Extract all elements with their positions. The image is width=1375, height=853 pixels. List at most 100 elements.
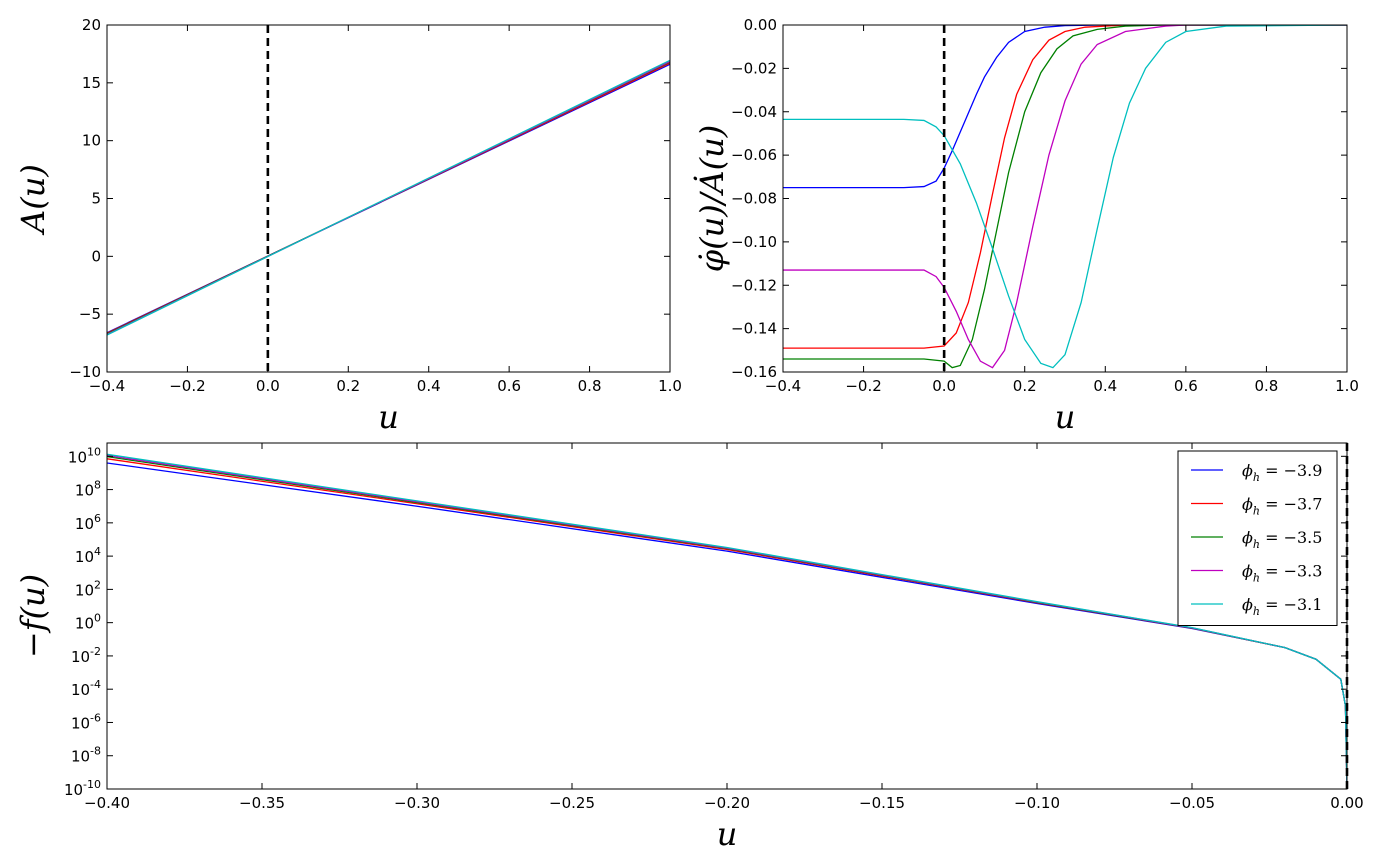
- panel-phi-dot-over-a-dot: −0.4 −0.2 0.0 0.2 0.4 0.6 0.8 1.0 −0.16 −0.14 −0.1…: [693, 16, 1359, 436]
- x-tick-label: 0.6: [497, 377, 521, 395]
- legend-label: ϕh = −3.9: [1242, 461, 1322, 484]
- x-tick-label: −0.05: [1169, 794, 1215, 812]
- y-tick-base: 10: [75, 515, 94, 533]
- x-axis-label: u: [1055, 398, 1076, 436]
- x-tick-label: 0.8: [578, 377, 602, 395]
- legend-label: ϕh = −3.1: [1242, 595, 1322, 618]
- y-tick-label: 100: [75, 612, 101, 633]
- y-axis-label: −f(u): [14, 574, 52, 658]
- y-tick-base: 10: [75, 615, 94, 633]
- y-tick-base: 10: [71, 681, 90, 699]
- y-tick-base: 10: [75, 548, 94, 566]
- y-tick-label: 0: [91, 247, 101, 265]
- y-tick-exponent: -8: [90, 745, 101, 758]
- legend-subscript: h: [1253, 505, 1260, 518]
- x-tick-label: −0.35: [239, 794, 285, 812]
- y-axis-label: φ̇(u)/Ȧ(u): [693, 125, 731, 272]
- y-tick-label: −0.04: [731, 103, 777, 121]
- legend-value: = −3.3: [1260, 562, 1322, 581]
- y-tick-label: −0.10: [731, 233, 777, 251]
- y-tick-label: 102: [75, 578, 101, 599]
- legend-value: = −3.1: [1260, 595, 1322, 614]
- y-tick-label: −0.06: [731, 146, 777, 164]
- series-line-5: [783, 25, 1347, 369]
- y-tick-exponent: 6: [94, 512, 101, 525]
- y-tick-label: −0.08: [731, 190, 777, 208]
- y-tick-label: −0.12: [731, 276, 777, 294]
- y-tick-label: 10: [82, 132, 101, 150]
- y-tick-exponent: -2: [90, 645, 101, 658]
- legend-label: ϕh = −3.5: [1242, 528, 1322, 551]
- y-tick-exponent: 10: [87, 445, 101, 458]
- x-tick-label: 0.2: [336, 377, 360, 395]
- y-tick-label: −0.14: [731, 320, 777, 338]
- y-tick-label: 1010: [68, 445, 101, 466]
- y-tick-label: 20: [82, 16, 101, 34]
- y-tick-label: 10-6: [71, 711, 101, 732]
- y-tick-base: 10: [75, 581, 94, 599]
- x-tick-label: −0.4: [765, 377, 801, 395]
- x-tick-label: 1.0: [658, 377, 682, 395]
- y-tick-label: 10-8: [71, 745, 101, 766]
- panel-minus-f-of-u: −0.40 −0.35 −0.30 −0.25 −0.20 −0.15 −0.10 −0.05…: [14, 442, 1364, 853]
- legend-label: ϕh = −3.7: [1242, 495, 1322, 518]
- y-tick-base: 10: [71, 714, 90, 732]
- legend-subscript: h: [1253, 471, 1260, 484]
- series-line-2: [783, 25, 1347, 349]
- legend: ϕh = −3.9ϕh = −3.7ϕh = −3.5ϕh = −3.3ϕh =…: [1177, 450, 1338, 626]
- y-tick-label: 10-4: [71, 678, 101, 699]
- y-tick-exponent: 8: [94, 479, 101, 492]
- y-tick-exponent: 4: [94, 545, 101, 558]
- y-tick-label: 10-2: [71, 645, 101, 666]
- y-tick-exponent: -10: [83, 778, 101, 791]
- y-tick-base: 10: [64, 781, 83, 799]
- x-tick-label: −0.10: [1014, 794, 1060, 812]
- x-tick-label: 0.8: [1254, 377, 1278, 395]
- y-tick-label: 5: [91, 190, 101, 208]
- y-tick-base: 10: [71, 748, 90, 766]
- y-tick-exponent: -6: [90, 711, 101, 724]
- series-line-5: [107, 59, 670, 336]
- x-tick-label: 0.0: [932, 377, 956, 395]
- series-line-1: [107, 462, 1347, 789]
- x-tick-label: 0.6: [1174, 377, 1198, 395]
- x-tick-label: −0.2: [845, 377, 881, 395]
- panel-a-of-u: −0.4 −0.2 0.0 0.2 0.4 0.6 0.8 1.0 −10 −5 0 5 10 15 20 u…: [14, 16, 682, 436]
- x-tick-label: 0.4: [1093, 377, 1117, 395]
- y-tick-label: 15: [82, 74, 101, 92]
- x-tick-label: −0.25: [549, 794, 595, 812]
- x-tick-label: 0.2: [1013, 377, 1037, 395]
- y-tick-label: −0.16: [731, 363, 777, 381]
- y-tick-label: −0.02: [731, 59, 777, 77]
- y-tick-label: 108: [75, 479, 101, 500]
- x-tick-label: −0.30: [394, 794, 440, 812]
- axes-frame: [106, 442, 1348, 790]
- x-tick-label: 1.0: [1335, 377, 1359, 395]
- legend-label: ϕh = −3.3: [1242, 562, 1322, 585]
- legend-symbol: ϕ: [1242, 595, 1253, 614]
- x-tick-label: 0.00: [1330, 794, 1363, 812]
- plot-area: [107, 59, 670, 336]
- y-tick-label: 0.00: [744, 16, 777, 34]
- legend-subscript: h: [1253, 605, 1260, 618]
- y-tick-label: −5: [79, 305, 101, 323]
- legend-symbol: ϕ: [1242, 461, 1253, 480]
- x-axis-label: u: [717, 815, 738, 853]
- series-line-4: [783, 25, 1347, 369]
- y-tick-base: 10: [71, 648, 90, 666]
- x-axis-label: u: [378, 398, 399, 436]
- legend-value: = −3.9: [1260, 461, 1322, 480]
- y-tick-label: 106: [75, 512, 101, 533]
- legend-value: = −3.7: [1260, 495, 1322, 514]
- series-line-1: [783, 25, 1347, 189]
- y-tick-exponent: 0: [94, 612, 101, 625]
- x-tick-label: −0.2: [169, 377, 205, 395]
- series-line-3: [783, 25, 1347, 369]
- y-tick-label: −10: [69, 363, 101, 381]
- x-tick-label: 0.0: [256, 377, 280, 395]
- y-tick-base: 10: [75, 482, 94, 500]
- y-tick-label: 10-10: [64, 778, 101, 799]
- series-line-5: [107, 453, 1347, 789]
- x-tick-label: 0.4: [417, 377, 441, 395]
- y-tick-exponent: 2: [94, 578, 101, 591]
